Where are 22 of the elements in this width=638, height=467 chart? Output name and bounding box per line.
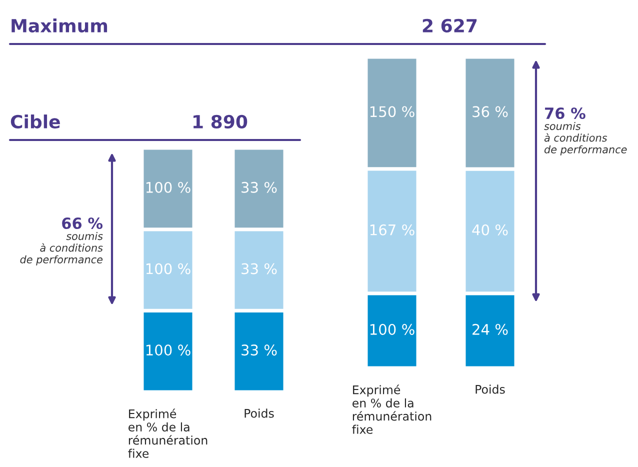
data-label: 40 % xyxy=(472,224,508,236)
data-label: 33 % xyxy=(242,182,277,193)
text: 66 % soumis à conditions de performance xyxy=(20,217,103,266)
text: 76 % soumis à conditions de performance xyxy=(544,107,627,156)
data-label: 33 % xyxy=(242,344,277,356)
data-label: 33 % xyxy=(242,263,277,274)
data-label: 24 % xyxy=(472,324,508,335)
data-label: 167 % xyxy=(370,224,414,236)
data-label: 100 % xyxy=(146,182,190,193)
text: Maximum xyxy=(12,18,108,32)
data-label: 100 % xyxy=(146,344,190,356)
x-tick-label: Exprimé en % de la rémunération fixe xyxy=(352,384,432,434)
x-tick-label: Exprimé en % de la rémunération fixe xyxy=(128,408,208,458)
text: Cible xyxy=(10,114,60,128)
x-tick-label: Poids xyxy=(244,408,274,418)
data-label: 100 % xyxy=(146,263,190,274)
data-label: 36 % xyxy=(472,106,508,118)
text: 2 627 xyxy=(422,18,477,32)
data-label: 150 % xyxy=(370,106,414,118)
text: 1 890 xyxy=(194,114,248,128)
x-tick-label: Poids xyxy=(476,384,505,394)
data-label: 100 % xyxy=(370,324,414,335)
